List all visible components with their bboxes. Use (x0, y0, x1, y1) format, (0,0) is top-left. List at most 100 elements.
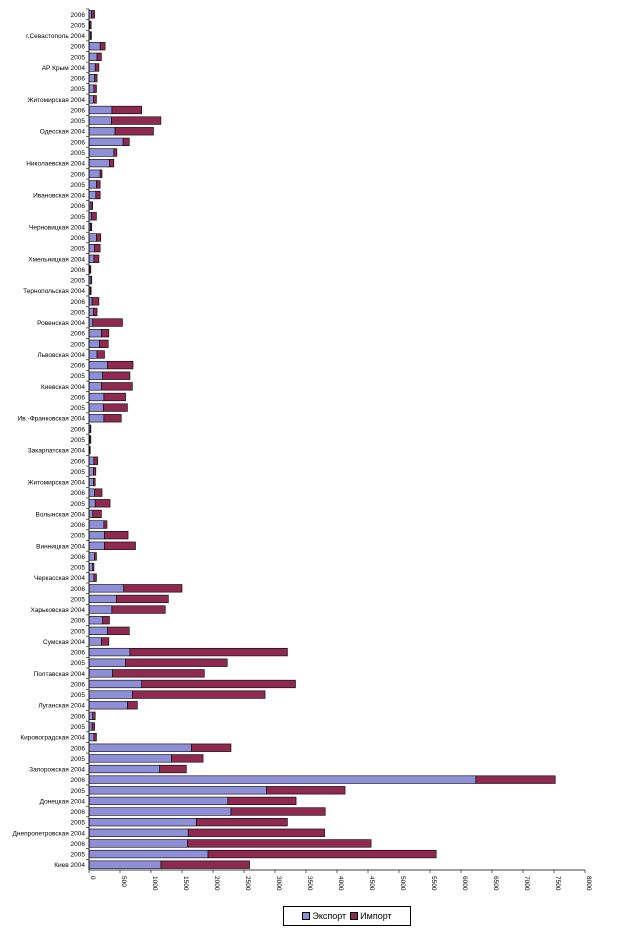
bar-export (88, 116, 112, 125)
bar-import (89, 286, 92, 295)
category-label: 2005 (71, 756, 86, 763)
x-axis: 0 500 1000 1500 2000 2500 3000 3500 4000 4500 5000… (88, 869, 592, 891)
bar-export (88, 722, 93, 731)
category-label: 2005 (71, 692, 86, 699)
bar-export (88, 63, 96, 72)
bar-import (99, 42, 106, 51)
category-label: Ивановская 2004 (33, 193, 85, 200)
bar-export (88, 371, 103, 380)
bar-import (93, 307, 98, 317)
bar-import (90, 31, 92, 40)
bar-export (88, 233, 97, 242)
category-label: 2006 (71, 650, 86, 657)
bar-export (88, 541, 105, 550)
category-label: 2005 (71, 22, 86, 29)
bar-import (132, 690, 266, 699)
bar-export (88, 467, 94, 476)
bar-import (111, 105, 143, 115)
bar-export (88, 244, 95, 253)
category-label: 2005 (71, 628, 86, 635)
category-label: Ив.-Франковская 2004 (18, 416, 86, 423)
category-label: 2006 (71, 713, 86, 720)
legend-swatch-import (350, 912, 359, 920)
category-label: 2006 (71, 76, 86, 83)
bar-export (88, 669, 113, 678)
category-label: 2006 (71, 267, 86, 274)
bar-import (96, 350, 105, 359)
bar-import (90, 201, 94, 210)
bar-export (88, 382, 102, 391)
category-label: 2005 (71, 437, 86, 444)
bar-export (88, 169, 101, 178)
bar-import (230, 807, 326, 816)
bar-import (104, 531, 129, 540)
bar-export (88, 488, 95, 497)
bar-export (88, 127, 116, 136)
category-label: 2005 (71, 533, 86, 540)
legend-item-export: Экспорт (302, 911, 346, 921)
bar-import (103, 392, 126, 402)
category-label: Волынская 2004 (36, 511, 86, 518)
legend-label-export: Экспорт (312, 911, 347, 921)
bar-export (88, 392, 105, 402)
category-label: 2005 (71, 501, 86, 508)
bar-export (88, 679, 143, 689)
category-label: Луганская 2004 (38, 703, 85, 710)
x-tick-label: 2500 (244, 876, 251, 891)
category-label: Николаевская 2004 (26, 161, 85, 168)
bar-export (88, 73, 95, 83)
bar-import (93, 254, 100, 263)
category-label: 2005 (71, 86, 86, 93)
legend-swatch-export (302, 912, 311, 920)
x-tick-label: 4000 (337, 876, 344, 891)
category-label: 2005 (71, 309, 86, 316)
category-label: АР Крым 2004 (42, 65, 86, 72)
bar-export (88, 647, 131, 657)
x-tick-label: 3000 (275, 876, 282, 891)
bar-import (94, 552, 97, 561)
category-label: Киев 2004 (54, 862, 85, 869)
category-label: 2005 (71, 246, 86, 253)
category-label: 2006 (71, 394, 86, 401)
bar-export (88, 42, 101, 51)
x-tick-label: 1000 (151, 876, 158, 891)
category-label: 2005 (71, 596, 86, 603)
bar-export (88, 594, 117, 604)
category-label: Львовская 2004 (37, 352, 85, 359)
category-label: 2005 (71, 341, 86, 348)
bar-export (88, 743, 192, 752)
bar-export (88, 339, 100, 348)
category-label: Киевская 2004 (41, 384, 85, 391)
category-label: 2005 (71, 54, 86, 61)
category-label: 2005 (71, 150, 86, 157)
category-label: 2005 (71, 469, 86, 476)
bar-import (94, 63, 100, 72)
x-tick-label: 0 (89, 876, 96, 880)
category-label: 2006 (71, 745, 86, 752)
bar-import (93, 573, 97, 582)
bar-import (99, 169, 103, 178)
bar-import (93, 84, 97, 93)
category-label: Полтавская 2004 (34, 671, 86, 678)
bar-import (90, 275, 93, 285)
bar-import (103, 520, 108, 529)
bar-export (88, 350, 98, 359)
category-label: Закарпатская 2004 (28, 448, 86, 455)
category-label: 2005 (71, 788, 86, 795)
bar-export (88, 690, 133, 699)
category-label: 2005 (71, 214, 86, 221)
bar-export (88, 552, 95, 561)
category-label: 2006 (71, 458, 86, 465)
legend-label-import: Импорт (360, 911, 392, 921)
bar-export (88, 786, 267, 795)
bar-import (107, 360, 134, 370)
category-label: 2005 (71, 820, 86, 827)
bar-import (104, 541, 136, 550)
bar-export (88, 711, 94, 720)
bar-export (88, 499, 96, 508)
category-label: 2005 (71, 660, 86, 667)
bar-import (102, 616, 110, 625)
category-label: 2006 (71, 618, 86, 625)
bar-export (88, 562, 94, 572)
bar-export (88, 414, 105, 423)
